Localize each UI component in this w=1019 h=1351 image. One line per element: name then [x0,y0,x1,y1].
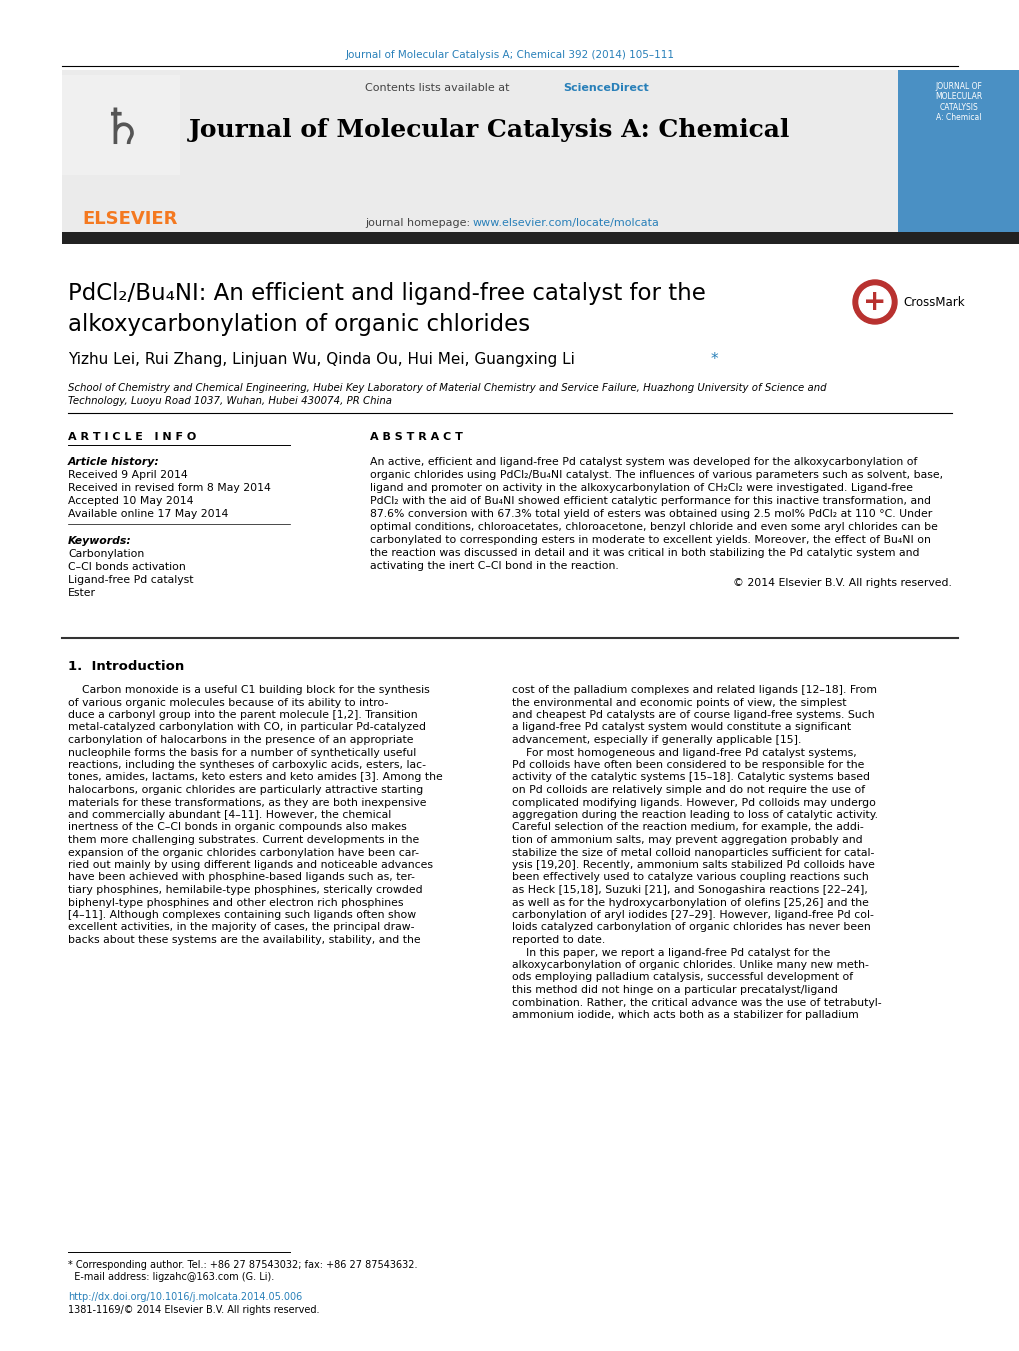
Text: as well as for the hydroxycarbonylation of olefins [25,26] and the: as well as for the hydroxycarbonylation … [512,897,868,908]
Text: For most homogeneous and ligand-free Pd catalyst systems,: For most homogeneous and ligand-free Pd … [512,747,856,758]
Text: the reaction was discussed in detail and it was critical in both stabilizing the: the reaction was discussed in detail and… [370,549,918,558]
Text: Ligand-free Pd catalyst: Ligand-free Pd catalyst [68,576,194,585]
Text: ysis [19,20]. Recently, ammonium salts stabilized Pd colloids have: ysis [19,20]. Recently, ammonium salts s… [512,861,874,870]
Text: Careful selection of the reaction medium, for example, the addi-: Careful selection of the reaction medium… [512,823,863,832]
Text: ods employing palladium catalysis, successful development of: ods employing palladium catalysis, succe… [512,973,852,982]
Text: tion of ammonium salts, may prevent aggregation probably and: tion of ammonium salts, may prevent aggr… [512,835,862,844]
Text: reactions, including the syntheses of carboxylic acids, esters, lac-: reactions, including the syntheses of ca… [68,761,426,770]
Text: excellent activities, in the majority of cases, the principal draw-: excellent activities, in the majority of… [68,923,414,932]
Text: 87.6% conversion with 67.3% total yield of esters was obtained using 2.5 mol% Pd: 87.6% conversion with 67.3% total yield … [370,509,931,519]
Text: halocarbons, organic chlorides are particularly attractive starting: halocarbons, organic chlorides are parti… [68,785,423,794]
Text: 1.  Introduction: 1. Introduction [68,661,184,673]
Text: Carbon monoxide is a useful C1 building block for the synthesis: Carbon monoxide is a useful C1 building … [68,685,429,694]
Text: tones, amides, lactams, keto esters and keto amides [3]. Among the: tones, amides, lactams, keto esters and … [68,773,442,782]
Text: combination. Rather, the critical advance was the use of tetrabutyl-: combination. Rather, the critical advanc… [512,997,880,1008]
Text: metal-catalyzed carbonylation with CO, in particular Pd-catalyzed: metal-catalyzed carbonylation with CO, i… [68,723,426,732]
Text: and commercially abundant [4–11]. However, the chemical: and commercially abundant [4–11]. Howeve… [68,811,391,820]
Text: carbonylation of aryl iodides [27–29]. However, ligand-free Pd col-: carbonylation of aryl iodides [27–29]. H… [512,911,873,920]
Text: reported to date.: reported to date. [512,935,604,944]
Text: Article history:: Article history: [68,457,160,467]
Text: A R T I C L E   I N F O: A R T I C L E I N F O [68,432,196,442]
Text: optimal conditions, chloroacetates, chloroacetone, benzyl chloride and even some: optimal conditions, chloroacetates, chlo… [370,521,936,532]
Text: activity of the catalytic systems [15–18]. Catalytic systems based: activity of the catalytic systems [15–18… [512,773,869,782]
Text: advancement, especially if generally applicable [15].: advancement, especially if generally app… [512,735,801,744]
Text: Available online 17 May 2014: Available online 17 May 2014 [68,509,228,519]
Text: aggregation during the reaction leading to loss of catalytic activity.: aggregation during the reaction leading … [512,811,877,820]
Text: organic chlorides using PdCl₂/Bu₄NI catalyst. The influences of various paramete: organic chlorides using PdCl₂/Bu₄NI cata… [370,470,943,480]
Text: biphenyl-type phosphines and other electron rich phosphines: biphenyl-type phosphines and other elect… [68,897,404,908]
Text: this method did not hinge on a particular precatalyst/ligand: this method did not hinge on a particula… [512,985,837,994]
Text: C–Cl bonds activation: C–Cl bonds activation [68,562,185,571]
Text: Pd colloids have often been considered to be responsible for the: Pd colloids have often been considered t… [512,761,863,770]
Text: and cheapest Pd catalysts are of course ligand-free systems. Such: and cheapest Pd catalysts are of course … [512,711,873,720]
Text: ammonium iodide, which acts both as a stabilizer for palladium: ammonium iodide, which acts both as a st… [512,1011,858,1020]
Text: Journal of Molecular Catalysis A: Chemical: Journal of Molecular Catalysis A: Chemic… [190,118,790,142]
Text: JOURNAL OF
MOLECULAR
CATALYSIS
A: Chemical: JOURNAL OF MOLECULAR CATALYSIS A: Chemic… [934,82,981,122]
Text: Carbonylation: Carbonylation [68,549,144,559]
Text: of various organic molecules because of its ability to intro-: of various organic molecules because of … [68,697,388,708]
FancyBboxPatch shape [62,76,179,176]
Text: ScienceDirect: ScienceDirect [562,82,648,93]
FancyBboxPatch shape [897,70,1019,235]
Text: carbonylation of halocarbons in the presence of an appropriate: carbonylation of halocarbons in the pres… [68,735,413,744]
Text: PdCl₂/Bu₄NI: An efficient and ligand-free catalyst for the: PdCl₂/Bu₄NI: An efficient and ligand-fre… [68,282,705,305]
Text: activating the inert C–Cl bond in the reaction.: activating the inert C–Cl bond in the re… [370,561,619,571]
Text: PdCl₂ with the aid of Bu₄NI showed efficient catalytic performance for this inac: PdCl₂ with the aid of Bu₄NI showed effic… [370,496,930,507]
Text: Ester: Ester [68,588,96,598]
Text: alkoxycarbonylation of organic chlorides. Unlike many new meth-: alkoxycarbonylation of organic chlorides… [512,961,868,970]
Text: carbonylated to corresponding esters in moderate to excellent yields. Moreover, : carbonylated to corresponding esters in … [370,535,930,544]
Text: http://dx.doi.org/10.1016/j.molcata.2014.05.006: http://dx.doi.org/10.1016/j.molcata.2014… [68,1292,302,1302]
Text: Technology, Luoyu Road 1037, Wuhan, Hubei 430074, PR China: Technology, Luoyu Road 1037, Wuhan, Hube… [68,396,391,407]
Text: *: * [710,353,718,367]
Text: backs about these systems are the availability, stability, and the: backs about these systems are the availa… [68,935,420,944]
Text: 1381-1169/© 2014 Elsevier B.V. All rights reserved.: 1381-1169/© 2014 Elsevier B.V. All right… [68,1305,319,1315]
Circle shape [852,280,896,324]
Text: www.elsevier.com/locate/molcata: www.elsevier.com/locate/molcata [473,218,659,228]
Text: A B S T R A C T: A B S T R A C T [370,432,463,442]
Text: a ligand-free Pd catalyst system would constitute a significant: a ligand-free Pd catalyst system would c… [512,723,850,732]
Text: stabilize the size of metal colloid nanoparticles sufficient for catal-: stabilize the size of metal colloid nano… [512,847,873,858]
Text: Yizhu Lei, Rui Zhang, Linjuan Wu, Qinda Ou, Hui Mei, Guangxing Li: Yizhu Lei, Rui Zhang, Linjuan Wu, Qinda … [68,353,575,367]
Text: An active, efficient and ligand-free Pd catalyst system was developed for the al: An active, efficient and ligand-free Pd … [370,457,916,467]
Text: the environmental and economic points of view, the simplest: the environmental and economic points of… [512,697,846,708]
Text: In this paper, we report a ligand-free Pd catalyst for the: In this paper, we report a ligand-free P… [512,947,829,958]
Text: * Corresponding author. Tel.: +86 27 87543032; fax: +86 27 87543632.: * Corresponding author. Tel.: +86 27 875… [68,1260,417,1270]
Text: Received in revised form 8 May 2014: Received in revised form 8 May 2014 [68,484,271,493]
Text: on Pd colloids are relatively simple and do not require the use of: on Pd colloids are relatively simple and… [512,785,864,794]
Text: ried out mainly by using different ligands and noticeable advances: ried out mainly by using different ligan… [68,861,433,870]
Text: as Heck [15,18], Suzuki [21], and Sonogashira reactions [22–24],: as Heck [15,18], Suzuki [21], and Sonoga… [512,885,867,894]
Text: duce a carbonyl group into the parent molecule [1,2]. Transition: duce a carbonyl group into the parent mo… [68,711,417,720]
Text: alkoxycarbonylation of organic chlorides: alkoxycarbonylation of organic chlorides [68,313,530,336]
Text: [4–11]. Although complexes containing such ligands often show: [4–11]. Although complexes containing su… [68,911,416,920]
Text: Contents lists available at: Contents lists available at [365,82,513,93]
Text: School of Chemistry and Chemical Engineering, Hubei Key Laboratory of Material C: School of Chemistry and Chemical Enginee… [68,382,825,393]
Circle shape [858,286,891,317]
Text: E-mail address: ligzahc@163.com (G. Li).: E-mail address: ligzahc@163.com (G. Li). [68,1273,274,1282]
Text: expansion of the organic chlorides carbonylation have been car-: expansion of the organic chlorides carbo… [68,847,419,858]
Text: tiary phosphines, hemilabile-type phosphines, sterically crowded: tiary phosphines, hemilabile-type phosph… [68,885,422,894]
Text: +: + [862,288,886,316]
Text: loids catalyzed carbonylation of organic chlorides has never been: loids catalyzed carbonylation of organic… [512,923,870,932]
Text: ♄: ♄ [99,105,144,154]
Text: ligand and promoter on activity in the alkoxycarbonylation of CH₂Cl₂ were invest: ligand and promoter on activity in the a… [370,484,912,493]
Text: Received 9 April 2014: Received 9 April 2014 [68,470,187,480]
Text: materials for these transformations, as they are both inexpensive: materials for these transformations, as … [68,797,426,808]
Text: them more challenging substrates. Current developments in the: them more challenging substrates. Curren… [68,835,419,844]
Text: nucleophile forms the basis for a number of synthetically useful: nucleophile forms the basis for a number… [68,747,416,758]
Text: ELSEVIER: ELSEVIER [82,209,177,228]
Text: Accepted 10 May 2014: Accepted 10 May 2014 [68,496,194,507]
Text: have been achieved with phosphine-based ligands such as, ter-: have been achieved with phosphine-based … [68,873,415,882]
FancyBboxPatch shape [62,232,1019,245]
Text: inertness of the C–Cl bonds in organic compounds also makes: inertness of the C–Cl bonds in organic c… [68,823,407,832]
Text: been effectively used to catalyze various coupling reactions such: been effectively used to catalyze variou… [512,873,868,882]
Text: complicated modifying ligands. However, Pd colloids may undergo: complicated modifying ligands. However, … [512,797,875,808]
FancyBboxPatch shape [62,70,897,235]
Text: Keywords:: Keywords: [68,536,131,546]
Text: © 2014 Elsevier B.V. All rights reserved.: © 2014 Elsevier B.V. All rights reserved… [733,578,951,588]
Text: journal homepage:: journal homepage: [365,218,473,228]
Text: cost of the palladium complexes and related ligands [12–18]. From: cost of the palladium complexes and rela… [512,685,876,694]
Text: CrossMark: CrossMark [902,296,964,308]
Text: Journal of Molecular Catalysis A; Chemical 392 (2014) 105–111: Journal of Molecular Catalysis A; Chemic… [345,50,674,59]
